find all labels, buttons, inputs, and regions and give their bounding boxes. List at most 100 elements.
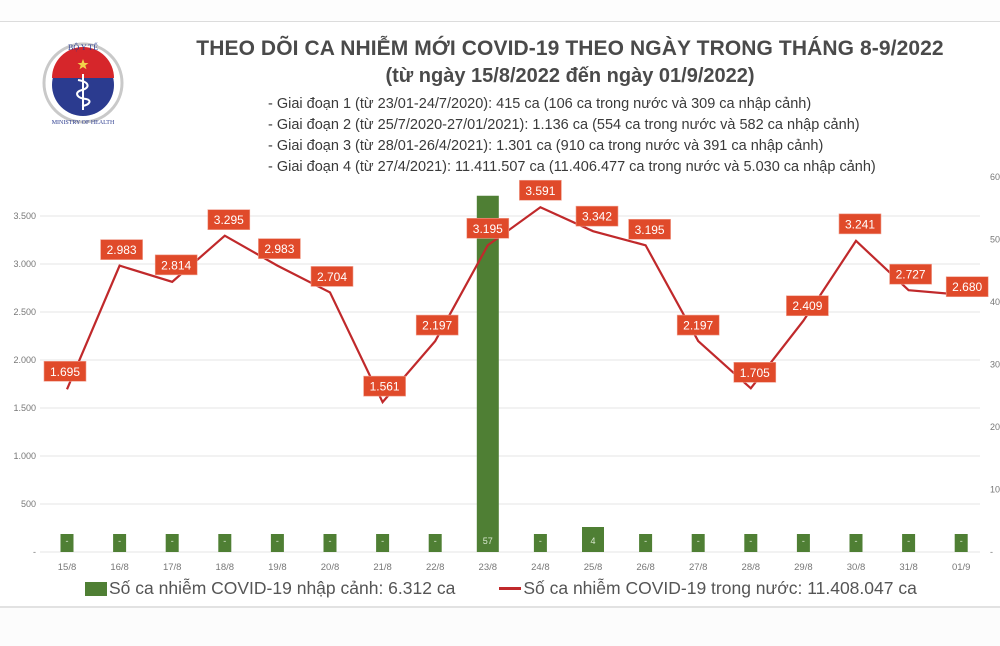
right-axis-tick: -: [990, 547, 993, 557]
phase-list: - Giai đoạn 1 (từ 23/01-24/7/2020): 415 …: [268, 94, 968, 178]
data-label-box: [575, 205, 619, 227]
phase-item: - Giai đoạn 3 (từ 28/01-26/4/2021): 1.30…: [268, 138, 824, 154]
data-label-box: [363, 375, 406, 397]
phase-item: - Giai đoạn 4 (từ 27/4/2021): 11.411.507…: [268, 159, 876, 175]
bar: [113, 534, 127, 552]
x-axis-label: 20/8: [321, 562, 340, 573]
x-axis-label: 16/8: [110, 562, 129, 573]
data-label: 3.591: [525, 184, 555, 198]
x-axis-label: 25/8: [584, 562, 603, 573]
left-axis-tick: 1.000: [13, 451, 36, 461]
data-label-box: [838, 213, 882, 235]
bar-label: -: [329, 536, 332, 546]
bar: [376, 534, 390, 552]
bar-label: -: [118, 536, 121, 546]
legend-label-imported: Số ca nhiễm COVID-19 nhập cảnh: 6.312 ca: [109, 578, 456, 598]
bar: [60, 534, 74, 552]
x-axis-label: 15/8: [58, 562, 77, 573]
data-label: 2.409: [792, 299, 822, 313]
chart-title: THEO DÕI CA NHIỄM MỚI COVID-19 THEO NGÀY…: [196, 37, 944, 60]
data-label: 2.680: [952, 280, 982, 294]
chart-subtitle: (từ ngày 15/8/2022 đến ngày 01/9/2022): [385, 65, 755, 87]
data-label-box: [786, 295, 829, 317]
bar-label: -: [644, 536, 647, 546]
data-label-box: [676, 314, 720, 336]
x-axis-label: 28/8: [742, 562, 761, 573]
bar-swatch-icon: [85, 581, 107, 596]
right-axis-tick: 10: [990, 485, 1000, 495]
bar: [902, 534, 916, 552]
bar: [639, 534, 653, 552]
data-label-box: [43, 360, 87, 382]
left-axis-tick: 1.500: [13, 403, 36, 413]
x-axis-label: 27/8: [689, 562, 708, 573]
data-label-box: [733, 362, 777, 383]
data-label: 3.195: [473, 222, 503, 236]
bar-label: -: [66, 536, 69, 546]
data-label: 1.561: [370, 380, 400, 394]
data-label: 2.197: [422, 319, 452, 333]
right-axis-tick: 60: [990, 172, 1000, 182]
data-label-box: [466, 217, 510, 239]
bar-label: -: [381, 536, 384, 546]
data-label: 2.814: [161, 258, 191, 272]
data-label: 2.983: [107, 243, 137, 257]
x-axis-label: 30/8: [847, 562, 866, 573]
data-label-box: [889, 263, 932, 285]
data-label-box: [519, 179, 562, 201]
bar: [691, 534, 705, 552]
data-label-box: [154, 254, 198, 276]
data-label: 3.241: [845, 217, 875, 231]
x-axis-label: 17/8: [163, 562, 182, 573]
bar: [582, 527, 604, 552]
logo-bottom-text: MINISTRY OF HEALTH: [52, 120, 115, 126]
bar-label: -: [749, 536, 752, 546]
bottom-band: [0, 606, 1000, 646]
bar: [533, 534, 547, 552]
bar-label: -: [907, 536, 910, 546]
x-axis-label: 29/8: [794, 562, 813, 573]
bar: [165, 534, 179, 552]
bar-label: 57: [483, 536, 493, 546]
x-axis-label: 18/8: [216, 562, 235, 573]
right-axis-tick: 20: [990, 422, 1000, 432]
bar: [849, 534, 863, 552]
data-label: 3.295: [214, 213, 244, 227]
data-label: 2.704: [317, 270, 347, 284]
data-label: 1.695: [50, 365, 80, 379]
right-axis-tick: 40: [990, 297, 1000, 307]
left-axis-tick: 500: [21, 499, 36, 509]
x-axis-label: 24/8: [531, 562, 550, 573]
bar: [270, 534, 284, 552]
line-swatch-icon: [499, 587, 522, 590]
x-axis-label: 01/9: [952, 562, 971, 573]
bar: [954, 534, 968, 552]
data-label-box: [945, 276, 989, 298]
bar: [476, 195, 499, 552]
x-axis-label: 21/8: [373, 562, 392, 573]
right-axis-tick: 30: [990, 360, 1000, 370]
bar: [744, 534, 758, 552]
legend: Số ca nhiễm COVID-19 nhập cảnh: 6.312 ca…: [85, 578, 917, 599]
left-axis-tick: 2.000: [13, 355, 36, 365]
x-axis-label: 23/8: [479, 562, 498, 573]
data-label-box: [258, 238, 301, 259]
data-label-box: [628, 218, 671, 240]
bar-label: -: [697, 536, 700, 546]
bar-label: -: [855, 536, 858, 546]
top-band: [0, 0, 1000, 22]
data-label: 3.342: [582, 210, 612, 224]
phase-item: - Giai đoạn 1 (từ 23/01-24/7/2020): 415 …: [268, 96, 812, 112]
data-label-box: [415, 314, 459, 336]
x-axis-label: 26/8: [636, 562, 655, 573]
ministry-of-health-logo: BỘ Y TẾ MINISTRY OF HEALTH: [42, 42, 124, 126]
bar: [323, 534, 337, 552]
bar-label: 4: [590, 536, 595, 546]
bar-label: -: [960, 536, 963, 546]
bar: [796, 534, 810, 552]
left-axis-tick: 3.500: [13, 211, 36, 221]
data-label-box: [100, 239, 143, 260]
x-axis-label: 22/8: [426, 562, 445, 573]
x-axis-label: 31/8: [899, 562, 918, 573]
bar-label: -: [802, 536, 805, 546]
